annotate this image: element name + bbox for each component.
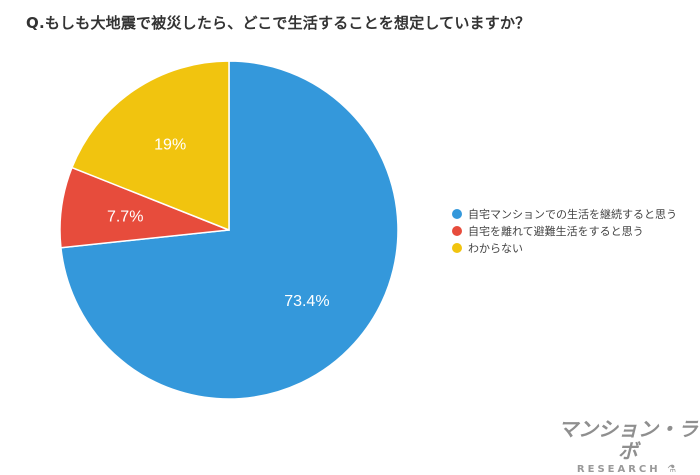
slice-percent-label: 7.7% [107, 209, 143, 226]
legend-item[interactable]: 自宅マンションでの生活を継続すると思う [452, 205, 677, 222]
logo-sub-text: RESEARCH ⚗ [576, 464, 680, 475]
slice-percent-label: 73.4% [284, 293, 329, 310]
legend-label: わからない [468, 241, 523, 255]
legend-item[interactable]: わからない [452, 239, 677, 256]
legend-label: 自宅を離れて避難生活をすると思う [468, 224, 644, 238]
legend-dot-icon [452, 225, 462, 236]
chart-title: Q.もしも大地震で被災したら、どこで生活することを想定していますか？ [26, 14, 531, 32]
slice-percent-label: 19% [154, 136, 186, 153]
flask-icon: ⚗ [667, 464, 680, 475]
legend-dot-icon [452, 242, 462, 253]
legend-dot-icon [452, 208, 462, 219]
legend-item[interactable]: 自宅を離れて避難生活をすると思う [452, 222, 677, 239]
logo-main-text: マンション・ラボ [558, 417, 698, 463]
legend-label: 自宅マンションでの生活を継続すると思う [468, 207, 677, 221]
legend: 自宅マンションでの生活を継続すると思う 自宅を離れて避難生活をすると思う わから… [452, 205, 677, 256]
pie-slice[interactable] [70, 60, 230, 232]
brand-logo: マンション・ラボ RESEARCH ⚗ [556, 418, 700, 475]
